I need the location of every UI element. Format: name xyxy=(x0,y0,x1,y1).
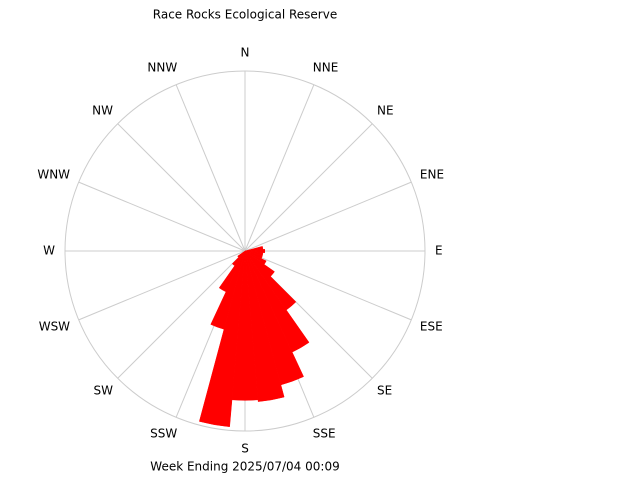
direction-label: NW xyxy=(92,103,113,117)
direction-label: ENE xyxy=(420,168,444,182)
wind-sector xyxy=(244,250,285,402)
direction-label: S xyxy=(241,442,249,456)
direction-label: NNE xyxy=(313,61,339,75)
wind-sector xyxy=(244,249,266,253)
spoke xyxy=(78,250,246,321)
wind-sector xyxy=(199,250,246,427)
direction-label: WSW xyxy=(39,319,70,333)
spoke xyxy=(117,250,246,379)
direction-label: NNW xyxy=(147,61,177,75)
spoke xyxy=(117,123,246,252)
direction-label: SW xyxy=(94,384,114,398)
wind-sector xyxy=(210,250,246,330)
direction-label: WNW xyxy=(37,168,70,182)
direction-label: NE xyxy=(377,103,394,117)
direction-label: W xyxy=(43,244,55,258)
spoke xyxy=(244,181,412,252)
direction-label: ESE xyxy=(420,319,443,333)
spoke xyxy=(244,250,412,321)
chart-footer: Week Ending 2025/07/04 00:09 xyxy=(150,460,339,474)
wind-sector xyxy=(231,250,246,267)
spoke xyxy=(244,84,315,252)
spoke xyxy=(175,84,246,252)
direction-label: SE xyxy=(377,384,392,398)
spoke xyxy=(244,123,373,252)
chart-title: Race Rocks Ecological Reserve xyxy=(153,8,337,22)
direction-label: SSW xyxy=(150,426,177,440)
direction-label: SSE xyxy=(313,426,336,440)
wind-sector xyxy=(237,250,246,258)
direction-label: E xyxy=(435,244,443,258)
spoke xyxy=(78,181,246,252)
direction-label: N xyxy=(241,46,250,60)
wind-sector xyxy=(218,250,246,293)
